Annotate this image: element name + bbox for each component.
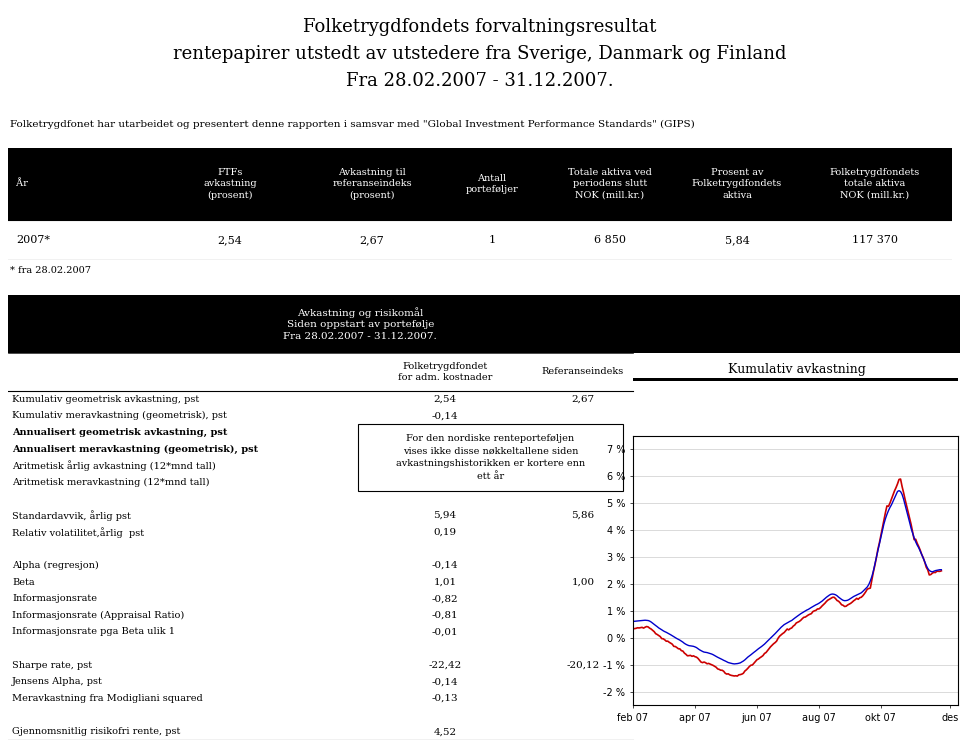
Text: -0,14: -0,14	[432, 677, 458, 686]
Text: Kumulativ avkastning: Kumulativ avkastning	[728, 363, 865, 376]
Text: 4,52: 4,52	[433, 728, 457, 736]
Text: 5,86: 5,86	[571, 512, 594, 520]
Text: Annualisert geometrisk avkastning, pst: Annualisert geometrisk avkastning, pst	[12, 428, 228, 437]
Text: Informasjonsrate: Informasjonsrate	[12, 594, 97, 603]
Text: Avkastning til
referanseindeks
(prosent): Avkastning til referanseindeks (prosent)	[332, 168, 412, 200]
Text: 2,67: 2,67	[571, 394, 594, 404]
Text: 2,54: 2,54	[218, 235, 243, 245]
Text: Informasjonsrate pga Beta ulik 1: Informasjonsrate pga Beta ulik 1	[12, 628, 175, 637]
Text: -0,13: -0,13	[432, 694, 458, 703]
Text: 2,67: 2,67	[360, 235, 384, 245]
Text: Meravkastning fra Modigliani squared: Meravkastning fra Modigliani squared	[12, 694, 203, 703]
Text: Folketrygdfondets forvaltningsresultat: Folketrygdfondets forvaltningsresultat	[303, 18, 657, 36]
Text: 5,94: 5,94	[433, 512, 457, 520]
Text: Referanseindeks: Referanseindeks	[541, 368, 624, 376]
Text: Annualisert meravkastning (geometrisk), pst: Annualisert meravkastning (geometrisk), …	[12, 445, 258, 454]
Text: Aritmetisk meravkastning (12*mnd tall): Aritmetisk meravkastning (12*mnd tall)	[12, 478, 209, 487]
Text: -0,01: -0,01	[432, 628, 458, 637]
Text: Totale aktiva ved
periodens slutt
NOK (mill.kr.): Totale aktiva ved periodens slutt NOK (m…	[568, 169, 652, 200]
Text: -0,81: -0,81	[432, 610, 458, 620]
Text: rentepapirer utstedt av utstedere fra Sverige, Danmark og Finland: rentepapirer utstedt av utstedere fra Sv…	[173, 45, 787, 63]
Text: Alpha (regresjon): Alpha (regresjon)	[12, 561, 99, 570]
Text: Antall
porteføljer: Antall porteføljer	[466, 174, 518, 194]
Text: Gjennomsnitlig risikofri rente, pst: Gjennomsnitlig risikofri rente, pst	[12, 728, 180, 736]
Text: Beta: Beta	[12, 578, 35, 586]
Bar	[358, 424, 623, 490]
Text: -0,14: -0,14	[432, 561, 458, 570]
Text: Standardavvik, årlig pst: Standardavvik, årlig pst	[12, 510, 131, 521]
Text: -0,82: -0,82	[432, 594, 458, 603]
Text: Fra 28.02.2007 - 31.12.2007.: Fra 28.02.2007 - 31.12.2007.	[347, 72, 613, 90]
Text: 117 370: 117 370	[852, 235, 898, 245]
Text: 6 850: 6 850	[594, 235, 626, 245]
Text: År: År	[16, 179, 28, 188]
Text: 1: 1	[489, 235, 495, 245]
Text: Sharpe rate, pst: Sharpe rate, pst	[12, 661, 92, 670]
Text: 2007*: 2007*	[16, 235, 50, 245]
Text: Relativ volatilitet,årlig  pst: Relativ volatilitet,årlig pst	[12, 526, 144, 538]
Bar	[633, 378, 958, 381]
Text: 0,19: 0,19	[433, 528, 457, 537]
Text: Folketrygdfonet har utarbeidet og presentert denne rapporten i samsvar med "Glob: Folketrygdfonet har utarbeidet og presen…	[10, 120, 695, 129]
Text: Folketrygdfondets
totale aktiva
NOK (mill.kr.): Folketrygdfondets totale aktiva NOK (mil…	[829, 169, 920, 200]
Text: -20,12: -20,12	[566, 661, 600, 670]
Text: Aritmetisk årlig avkastning (12*mnd tall): Aritmetisk årlig avkastning (12*mnd tall…	[12, 460, 216, 471]
Text: Jensens Alpha, pst: Jensens Alpha, pst	[12, 677, 103, 686]
Text: FTFs
avkastning
(prosent): FTFs avkastning (prosent)	[204, 168, 257, 200]
Text: 1,01: 1,01	[433, 578, 457, 586]
Text: Avkastning og risikomål
Siden oppstart av portefølje
Fra 28.02.2007 - 31.12.2007: Avkastning og risikomål Siden oppstart a…	[283, 307, 437, 341]
Text: Prosent av
Folketrygdfondets
aktiva: Prosent av Folketrygdfondets aktiva	[692, 169, 782, 200]
Text: -22,42: -22,42	[428, 661, 462, 670]
Text: 5,84: 5,84	[725, 235, 750, 245]
Text: 2,54: 2,54	[433, 394, 457, 404]
Text: Kumulativ geometrisk avkastning, pst: Kumulativ geometrisk avkastning, pst	[12, 394, 200, 404]
Bar	[8, 148, 952, 220]
Text: For den nordiske renteporteføljen
vises ikke disse nøkkeltallene siden
avkastnin: For den nordiske renteporteføljen vises …	[396, 434, 585, 481]
Text: * fra 28.02.2007: * fra 28.02.2007	[10, 266, 91, 275]
Text: Informasjonsrate (Appraisal Ratio): Informasjonsrate (Appraisal Ratio)	[12, 610, 184, 620]
Text: Folketrygdfondet
for adm. kostnader: Folketrygdfondet for adm. kostnader	[397, 362, 492, 382]
Text: -0,14: -0,14	[432, 412, 458, 421]
Text: 1,00: 1,00	[571, 578, 594, 586]
Text: Kumulativ meravkastning (geometrisk), pst: Kumulativ meravkastning (geometrisk), ps…	[12, 411, 227, 421]
Bar	[8, 295, 960, 353]
